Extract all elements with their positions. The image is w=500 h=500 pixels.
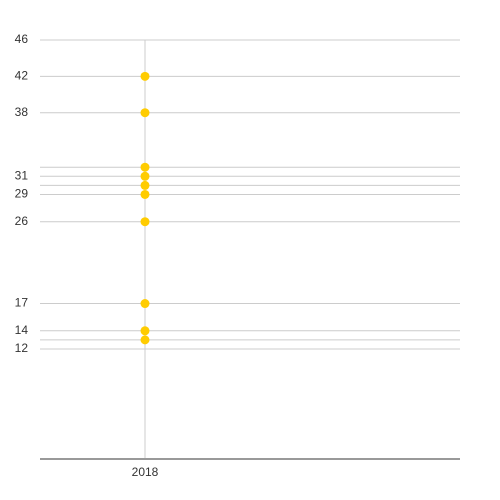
y-tick-label: 38 xyxy=(15,105,29,119)
dot xyxy=(140,189,150,199)
dot xyxy=(140,217,150,227)
x-tick-label: 2018 xyxy=(132,465,159,479)
y-tick-label: 46 xyxy=(15,32,29,46)
y-tick-label: 31 xyxy=(15,168,29,182)
dot xyxy=(140,71,150,81)
y-tick-label: 14 xyxy=(15,323,29,337)
y-tick-label: 17 xyxy=(15,296,29,310)
y-tick-label: 12 xyxy=(15,341,29,355)
dot xyxy=(140,180,150,190)
y-tick-label: 29 xyxy=(15,187,29,201)
y-tick-label: 26 xyxy=(15,214,29,228)
y-tick-label: 42 xyxy=(15,69,29,83)
dot xyxy=(140,299,150,309)
dot xyxy=(140,335,150,345)
dot xyxy=(140,162,150,172)
dot xyxy=(140,171,150,181)
dot xyxy=(140,108,150,118)
dot xyxy=(140,326,150,336)
